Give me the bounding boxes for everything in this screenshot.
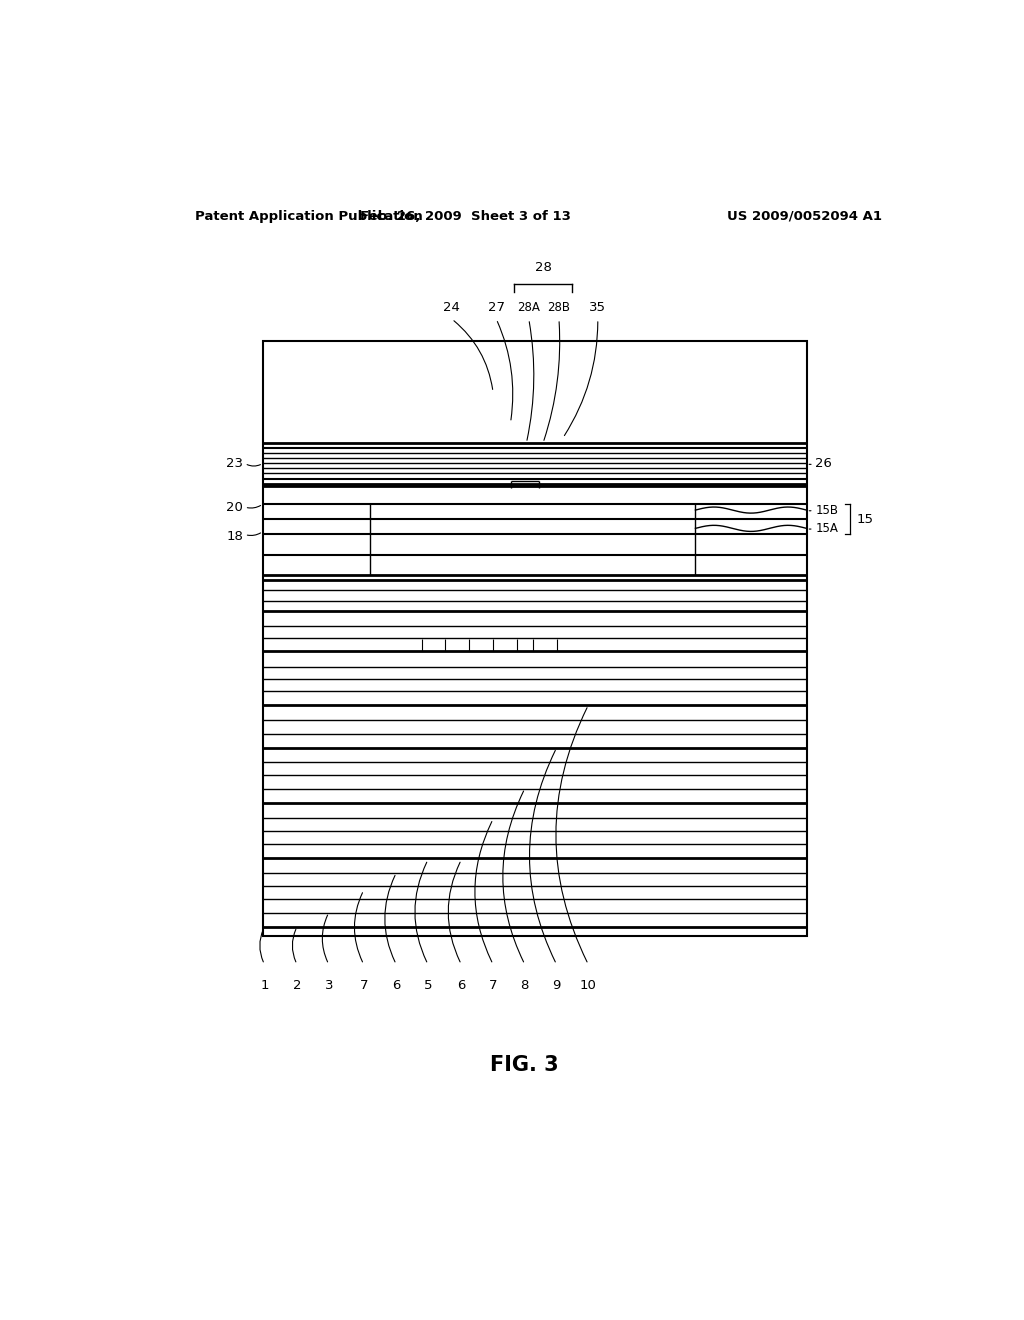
Text: FIG. 3: FIG. 3 [490, 1055, 559, 1074]
Text: US 2009/0052094 A1: US 2009/0052094 A1 [727, 210, 882, 223]
Text: 2: 2 [293, 978, 301, 991]
Text: 8: 8 [520, 978, 529, 991]
Text: 5: 5 [424, 978, 432, 991]
Text: 1: 1 [260, 978, 268, 991]
Text: 28A: 28A [517, 301, 541, 314]
Text: 6: 6 [392, 978, 400, 991]
Text: 27: 27 [487, 301, 505, 314]
Text: 28B: 28B [548, 301, 570, 314]
Text: 35: 35 [589, 301, 606, 314]
Text: 7: 7 [488, 978, 498, 991]
Text: 15B: 15B [815, 503, 839, 516]
Text: 28: 28 [536, 261, 552, 275]
Text: 24: 24 [443, 301, 460, 314]
Text: 6: 6 [457, 978, 466, 991]
Text: 15A: 15A [815, 521, 838, 535]
Text: 20: 20 [226, 500, 243, 513]
Text: 9: 9 [552, 978, 561, 991]
Text: 10: 10 [580, 978, 597, 991]
Text: Feb. 26, 2009  Sheet 3 of 13: Feb. 26, 2009 Sheet 3 of 13 [359, 210, 570, 223]
Text: 3: 3 [325, 978, 333, 991]
Text: 18: 18 [226, 531, 243, 543]
Text: 15: 15 [856, 512, 873, 525]
Text: 26: 26 [815, 457, 833, 470]
Text: Patent Application Publication: Patent Application Publication [196, 210, 423, 223]
Text: 7: 7 [359, 978, 368, 991]
Text: 23: 23 [226, 457, 243, 470]
